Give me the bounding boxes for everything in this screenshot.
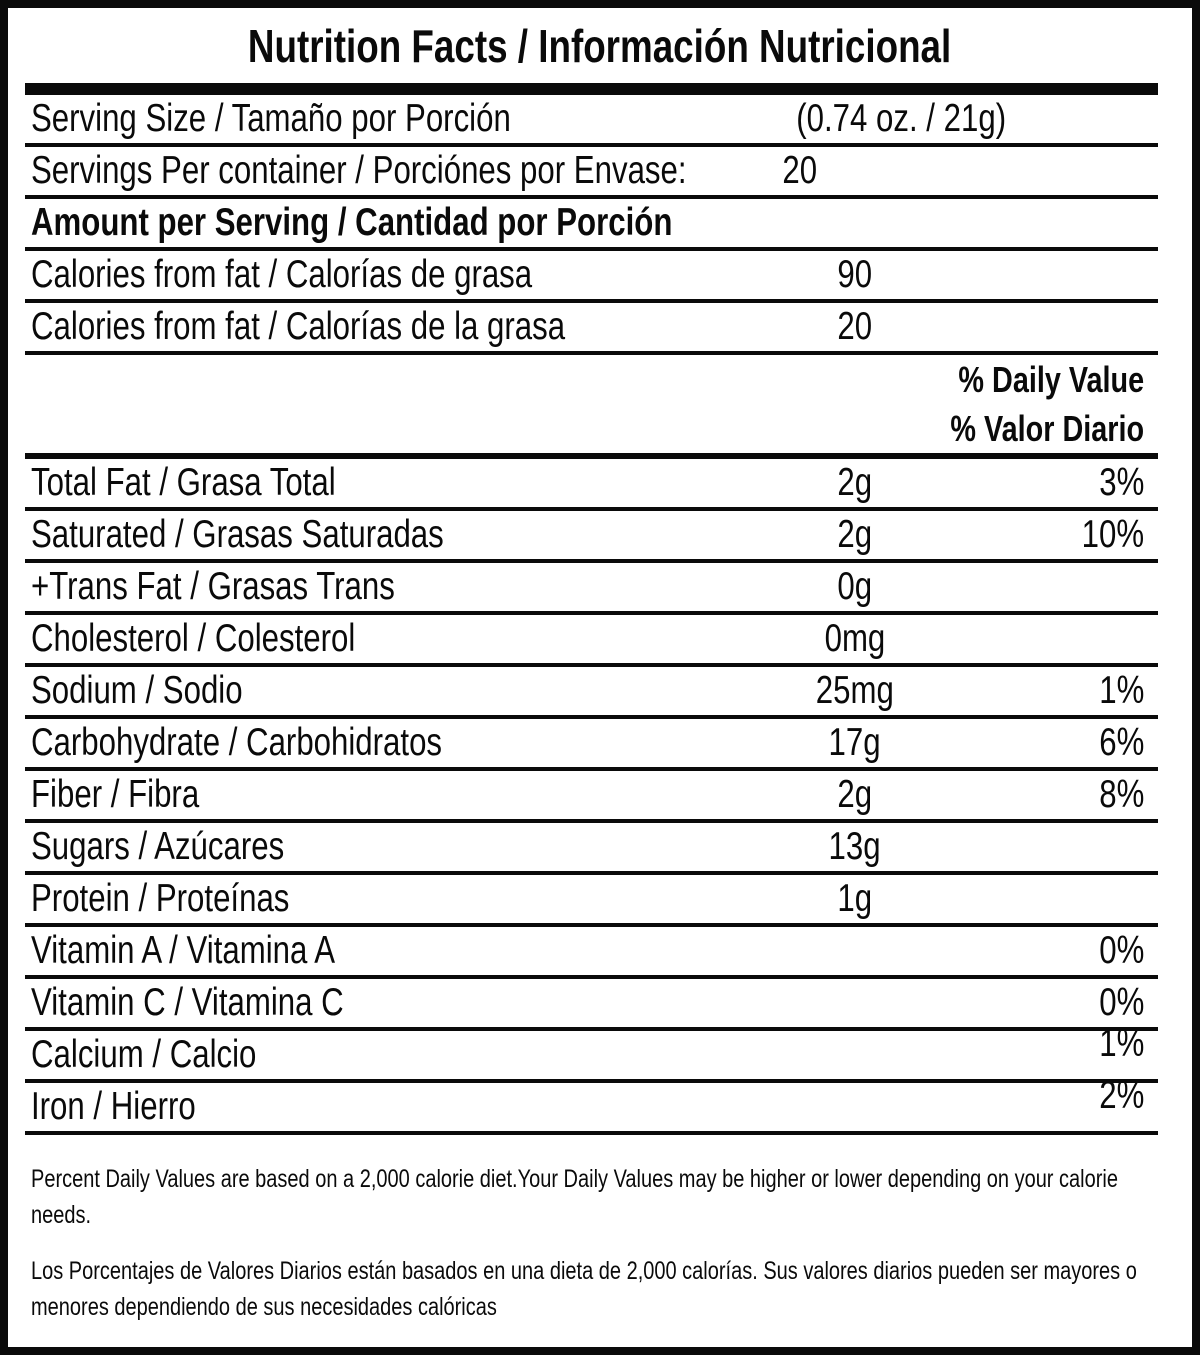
row-vitamin-c: Vitamin C / Vitamina C 0% [25,979,1158,1031]
total-fat-pct: 3% [1098,461,1144,504]
total-fat-label: Total Fat / Grasa Total [31,461,336,504]
vitamin-c-pct: 0% [1098,981,1144,1024]
row-protein: Protein / Proteínas 1g [25,875,1158,927]
row-cholesterol: Cholesterol / Colesterol 0mg [25,615,1158,667]
saturated-fat-label: Saturated / Grasas Saturadas [31,513,444,556]
sodium-value: 25mg [815,669,895,712]
nutrition-table: Serving Size / Tamaño por Porción (0.74 … [25,95,1158,1135]
daily-value-header-es: % Valor Diario [950,407,1144,449]
sugars-label: Sugars / Azúcares [31,825,285,868]
row-vitamin-a: Vitamin A / Vitamina A 0% [25,927,1158,979]
calcium-label: Calcium / Calcio [31,1033,257,1076]
trans-fat-value: 0g [837,565,873,608]
protein-value: 1g [837,877,873,920]
daily-value-header-en: % Daily Value [958,358,1144,400]
row-sugars: Sugars / Azúcares 13g [25,823,1158,875]
sugars-value: 13g [828,825,882,868]
daily-value-header-block: % Daily Value % Valor Diario [25,355,1158,459]
fiber-label: Fiber / Fibra [31,773,200,816]
carbohydrate-pct: 6% [1098,721,1144,764]
footnote-english: Percent Daily Values are based on a 2,00… [31,1165,1118,1229]
label-title: Nutrition Facts / Información Nutriciona… [8,8,1192,83]
footnote-spanish: Los Porcentajes de Valores Diarios están… [31,1257,1137,1321]
iron-pct: 2% [1098,1074,1144,1117]
title-separator-bar [25,83,1158,95]
iron-label: Iron / Hierro [31,1085,196,1128]
row-total-fat: Total Fat / Grasa Total 2g 3% [25,459,1158,511]
calories-from-fat-2-label: Calories from fat / Calorías de la grasa [31,305,566,348]
cholesterol-label: Cholesterol / Colesterol [31,617,356,660]
calcium-pct: 1% [1098,1022,1144,1065]
sodium-label: Sodium / Sodio [31,669,243,712]
cholesterol-value: 0mg [824,617,886,660]
total-fat-value: 2g [837,461,873,504]
calories-from-fat-2-value: 20 [837,305,873,348]
carbohydrate-label: Carbohydrate / Carbohidratos [31,721,443,764]
row-trans-fat: +Trans Fat / Grasas Trans 0g [25,563,1158,615]
row-iron: Iron / Hierro 2% [25,1074,1158,1135]
carbohydrate-value: 17g [828,721,882,764]
amount-per-serving-label: Amount per Serving / Cantidad por Porció… [31,201,673,244]
servings-per-container-value: 20 [782,149,818,192]
row-saturated-fat: Saturated / Grasas Saturadas 2g 10% [25,511,1158,563]
fiber-value: 2g [837,773,873,816]
calories-from-fat-1-label: Calories from fat / Calorías de grasa [31,253,533,296]
saturated-fat-pct: 10% [1081,513,1144,556]
row-fiber: Fiber / Fibra 2g 8% [25,771,1158,823]
label-title-text: Nutrition Facts / Información Nutriciona… [248,19,952,72]
saturated-fat-value: 2g [837,513,873,556]
footnotes: Percent Daily Values are based on a 2,00… [25,1161,1158,1325]
row-calories-from-fat-1: Calories from fat / Calorías de grasa 90 [25,251,1158,303]
sodium-pct: 1% [1098,669,1144,712]
fiber-pct: 8% [1098,773,1144,816]
row-servings-per-container: Servings Per container / Porciónes por E… [25,147,1158,199]
serving-size-value: (0.74 oz. / 21g) [796,97,1007,140]
protein-label: Protein / Proteínas [31,877,290,920]
row-sodium: Sodium / Sodio 25mg 1% [25,667,1158,719]
vitamin-c-label: Vitamin C / Vitamina C [31,981,344,1024]
servings-per-container-label: Servings Per container / Porciónes por E… [31,149,687,192]
trans-fat-label: +Trans Fat / Grasas Trans [31,565,395,608]
row-calories-from-fat-2: Calories from fat / Calorías de la grasa… [25,303,1158,355]
vitamin-a-pct: 0% [1098,929,1144,972]
calories-from-fat-1-value: 90 [837,253,873,296]
row-calcium: Calcium / Calcio 1% [25,1022,1158,1083]
vitamin-a-label: Vitamin A / Vitamina A [31,929,336,972]
row-amount-per-serving: Amount per Serving / Cantidad por Porció… [25,199,1158,251]
row-serving-size: Serving Size / Tamaño por Porción (0.74 … [25,95,1158,147]
serving-size-label: Serving Size / Tamaño por Porción [31,97,511,140]
row-carbohydrate: Carbohydrate / Carbohidratos 17g 6% [25,719,1158,771]
